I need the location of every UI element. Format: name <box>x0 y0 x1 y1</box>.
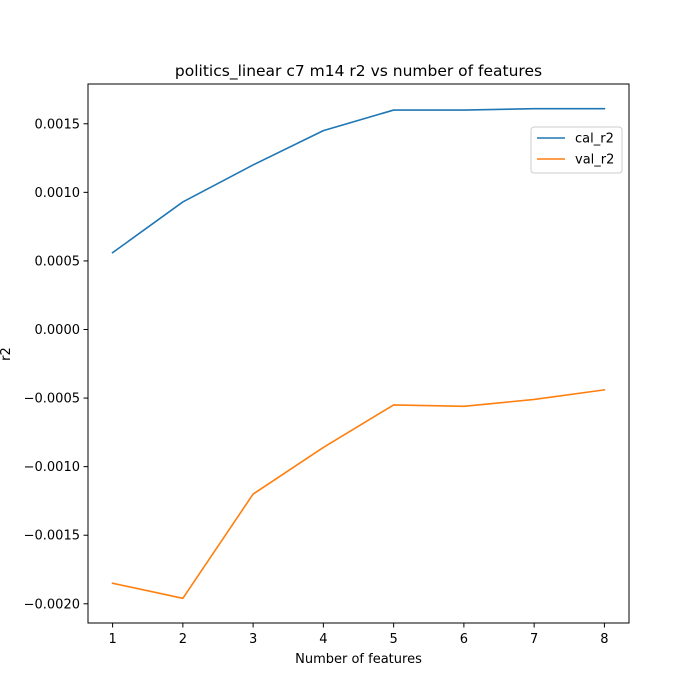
x-tick-label: 8 <box>600 632 608 647</box>
x-tick-label: 7 <box>530 632 538 647</box>
x-tick-label: 4 <box>319 632 327 647</box>
series-line-val_r2 <box>111 388 606 600</box>
y-tick-label: −0.0005 <box>24 392 80 407</box>
y-axis-ticks: 0.0015 0.0010 0.0005 0.0000 −0.0005 −0.0010 −0… <box>24 117 88 612</box>
x-tick-label: 3 <box>249 632 257 647</box>
y-tick-label: 0.0005 <box>35 254 81 269</box>
x-axis-label: Number of features <box>295 652 422 667</box>
y-tick-label: −0.0020 <box>24 597 80 612</box>
x-tick-label: 2 <box>179 632 187 647</box>
y-tick-label: −0.0015 <box>24 529 80 544</box>
axes-frame <box>87 83 630 624</box>
x-axis-ticks: 1 2 3 4 5 6 7 8 <box>108 623 609 647</box>
legend-label-val_r2: val_r2 <box>575 153 614 168</box>
series-line-cal_r2 <box>111 107 606 254</box>
y-axis-label: r2 <box>0 347 14 361</box>
y-tick-label: −0.0010 <box>24 460 80 475</box>
legend: cal_r2 val_r2 <box>530 126 623 174</box>
x-tick-label: 5 <box>389 632 397 647</box>
plot-area <box>87 83 630 624</box>
x-tick-label: 6 <box>460 632 468 647</box>
legend-label-cal_r2: cal_r2 <box>575 132 614 147</box>
chart-title: politics_linear c7 m14 r2 vs number of f… <box>175 62 542 81</box>
y-tick-label: 0.0010 <box>35 186 81 201</box>
y-tick-label: 0.0015 <box>35 117 81 132</box>
x-tick-label: 1 <box>108 632 116 647</box>
y-tick-label: 0.0000 <box>35 323 81 338</box>
